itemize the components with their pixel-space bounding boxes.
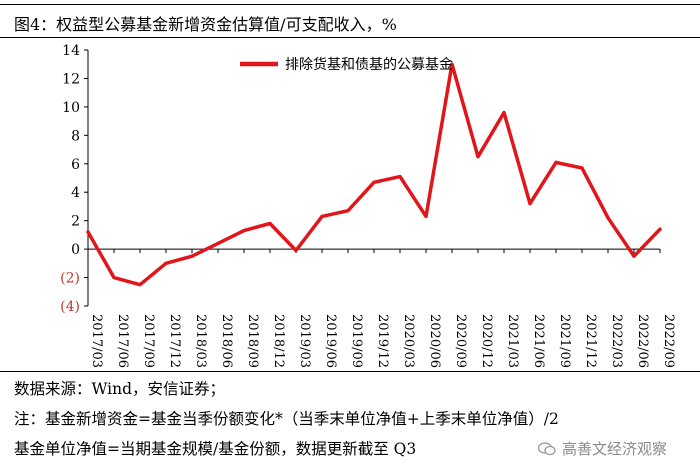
top-rule xyxy=(0,4,700,5)
chart-legend: 排除货基和债基的公募基金 xyxy=(240,56,453,73)
x-tick-label: 2019/03 xyxy=(297,314,312,368)
x-tick-label: 2020/03 xyxy=(401,314,416,368)
data-point xyxy=(320,214,324,218)
y-tick-label: 6 xyxy=(71,157,80,173)
data-point xyxy=(372,180,376,184)
x-tick-label: 2020/12 xyxy=(479,314,494,368)
watermark-text: 高善文经济观察 xyxy=(562,440,668,458)
data-point xyxy=(658,227,662,231)
chart-marks xyxy=(86,62,662,287)
x-tick-label: 2019/12 xyxy=(375,314,390,368)
data-point xyxy=(424,214,428,218)
x-tick-label: 2019/06 xyxy=(323,314,338,368)
chart-title: 图4：权益型公募基金新增资金估算值/可支配收入，% xyxy=(14,15,397,34)
x-tick-label: 2018/09 xyxy=(245,314,260,368)
x-tick-label: 2018/12 xyxy=(271,314,286,368)
y-tick-label: (4) xyxy=(60,299,80,315)
x-tick-label: 2019/09 xyxy=(349,314,364,368)
data-point xyxy=(294,248,298,253)
data-point xyxy=(190,254,194,258)
x-tick-label: 2020/09 xyxy=(453,314,468,368)
data-point xyxy=(138,283,142,287)
wechat-icon xyxy=(538,442,556,456)
y-tick-label: 4 xyxy=(71,185,80,201)
data-point xyxy=(606,216,610,220)
note-line-2: 基金单位净值=当期基金规模/基金份额，数据更新截至 Q3 xyxy=(14,440,417,458)
y-tick-label: (2) xyxy=(60,271,80,287)
x-tick-label: 2022/06 xyxy=(635,314,650,368)
x-tick-label: 2018/03 xyxy=(193,314,208,368)
data-point xyxy=(580,166,584,170)
x-tick-label: 2017/03 xyxy=(89,314,104,368)
y-tick-label: 14 xyxy=(62,43,80,59)
x-tick-label: 2022/03 xyxy=(609,314,624,368)
data-point xyxy=(528,202,532,206)
data-point xyxy=(554,160,558,164)
chart-axes: (4) (2) 0 2 4 6 8 10 12 14 2017/03 2017/06 2017/09 20… xyxy=(60,43,676,368)
y-tick-label: 0 xyxy=(71,242,80,258)
title-rule xyxy=(0,37,700,38)
data-point xyxy=(476,155,480,159)
x-tick-label: 2021/09 xyxy=(557,314,572,368)
data-point xyxy=(346,209,350,213)
y-tick-label: 10 xyxy=(62,100,80,116)
line-chart: (4) (2) 0 2 4 6 8 10 12 14 2017/03 2017/06 2017/09 20… xyxy=(60,43,676,368)
data-point xyxy=(450,62,454,66)
watermark: 高善文经济观察 xyxy=(538,438,667,459)
data-point xyxy=(632,254,636,258)
data-point xyxy=(242,229,246,233)
x-tick-label: 2017/06 xyxy=(115,314,130,368)
y-tick-label: 8 xyxy=(71,128,80,144)
x-tick-label: 2018/06 xyxy=(219,314,234,368)
data-point xyxy=(216,241,220,246)
x-tick-label: 2022/09 xyxy=(661,314,676,368)
x-tick-label: 2017/09 xyxy=(141,314,156,368)
y-tick-label: 2 xyxy=(71,214,80,230)
legend-label: 排除货基和债基的公募基金 xyxy=(285,56,453,73)
data-point xyxy=(112,275,116,280)
data-point xyxy=(502,110,506,115)
y-tick-label: 12 xyxy=(62,71,80,87)
note-line-1: 注：基金新增资金=基金当季份额变化*（当季末单位净值+上季末单位净值）/2 xyxy=(14,410,559,428)
data-point xyxy=(164,261,168,265)
data-point xyxy=(86,230,90,234)
x-tick-label: 2021/12 xyxy=(583,314,598,368)
source-text: 数据来源：Wind，安信证券； xyxy=(14,380,226,398)
x-tick-label: 2021/06 xyxy=(531,314,546,368)
x-tick-label: 2021/03 xyxy=(505,314,520,368)
data-point xyxy=(398,174,402,179)
chart-bottom-rule xyxy=(0,371,700,372)
data-point xyxy=(268,221,272,226)
x-tick-label: 2017/12 xyxy=(167,314,182,368)
x-tick-label: 2020/06 xyxy=(427,314,442,368)
